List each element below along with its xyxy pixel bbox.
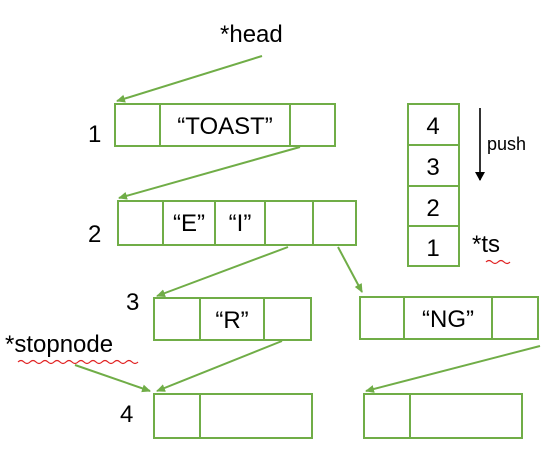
level-2-label: 2 bbox=[88, 221, 101, 248]
node-4a bbox=[153, 393, 313, 439]
node-2-label-b: “I” bbox=[229, 210, 252, 237]
level-3-label: 3 bbox=[126, 289, 139, 316]
stopnode-spellcheck-squiggle bbox=[17, 359, 139, 365]
ts-spellcheck-squiggle bbox=[485, 259, 511, 265]
node-3a-label: “R” bbox=[215, 307, 248, 334]
level-1-label: 1 bbox=[88, 121, 101, 148]
stack: 4 3 2 1 bbox=[407, 103, 460, 267]
push-label: push bbox=[487, 134, 526, 154]
stack-item: 4 bbox=[426, 113, 439, 140]
node-3a: “R” bbox=[153, 297, 312, 341]
stack-item: 2 bbox=[426, 195, 439, 222]
stack-item: 3 bbox=[426, 154, 439, 181]
node-1-label: “TOAST” bbox=[177, 113, 273, 140]
node-3b-label: “NG” bbox=[422, 306, 474, 333]
node2-to-node3a-arrow bbox=[156, 246, 289, 297]
node3a-to-node4a-arrow bbox=[156, 340, 283, 392]
head-pointer-label: *head bbox=[220, 21, 283, 48]
ts-pointer-label: *ts bbox=[472, 231, 500, 258]
node-1: “TOAST” bbox=[114, 103, 336, 147]
node1-to-node2-arrow bbox=[118, 146, 301, 200]
stack-item: 1 bbox=[426, 235, 439, 262]
node-2-label-a: “E” bbox=[173, 210, 205, 237]
node-3b: “NG” bbox=[359, 296, 539, 340]
stopnode-arrow bbox=[74, 364, 151, 393]
node3b-to-node4b-arrow bbox=[365, 345, 541, 393]
stopnode-pointer-label: *stopnode bbox=[5, 331, 113, 358]
node-4b bbox=[363, 393, 523, 439]
node-2: “E” “I” bbox=[117, 200, 357, 246]
head-arrow bbox=[116, 55, 263, 103]
node2-to-node3b-arrow bbox=[337, 246, 363, 293]
level-4-label: 4 bbox=[120, 401, 133, 428]
